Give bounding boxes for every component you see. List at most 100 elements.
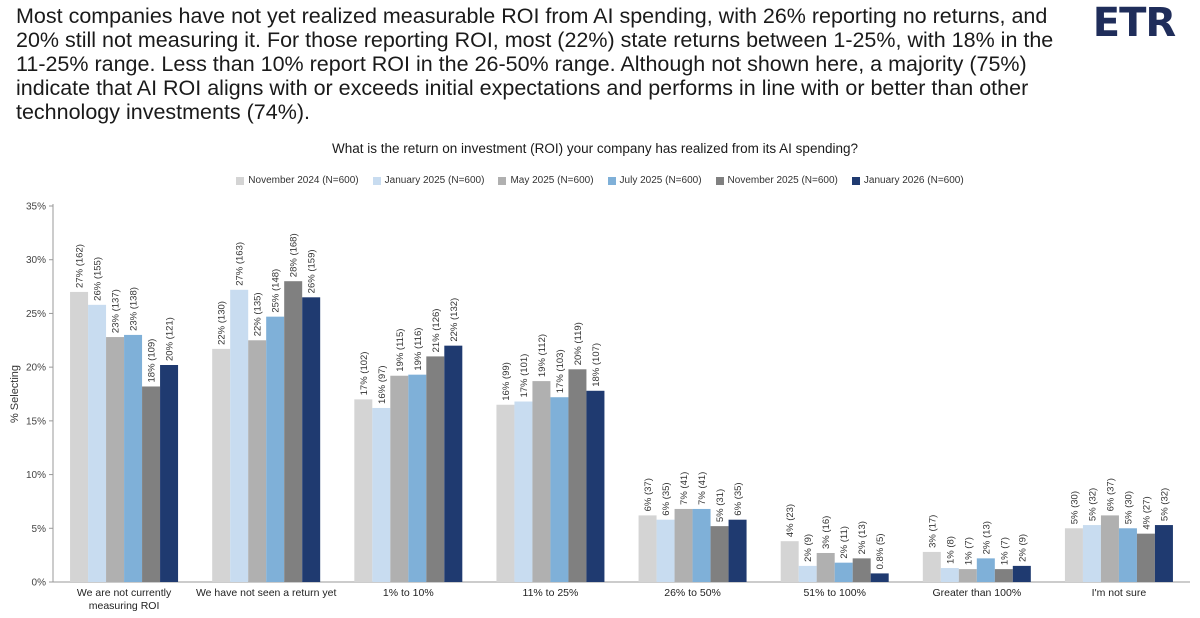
- bar-data-label: 27% (163): [235, 242, 246, 286]
- bar-data-label: 4% (23): [785, 504, 796, 537]
- legend-label: January 2025 (N=600): [384, 175, 485, 186]
- bar-data-label: 1% (7): [963, 537, 974, 565]
- bar: [160, 364, 179, 582]
- x-category-label: 26% to 50%: [664, 587, 721, 599]
- y-tick-label: 30%: [26, 255, 46, 266]
- bar-data-label: 6% (37): [643, 478, 654, 511]
- bar-data-label: 0.8% (5): [875, 533, 886, 569]
- bar-data-label: 19% (116): [413, 328, 424, 371]
- bar: [816, 552, 835, 582]
- y-tick-label: 10%: [26, 470, 46, 481]
- bar: [230, 289, 249, 582]
- bar: [284, 281, 303, 582]
- bar-data-label: 1% (8): [945, 536, 956, 564]
- bar-data-label: 17% (101): [519, 354, 530, 398]
- bar: [1012, 565, 1031, 582]
- bar-data-label: 20% (121): [165, 317, 176, 361]
- bar-data-label: 22% (132): [449, 298, 460, 342]
- bar: [426, 356, 445, 582]
- legend-label: November 2024 (N=600): [248, 175, 359, 186]
- bar-data-label: 2% (13): [857, 521, 868, 554]
- bar-data-label: 3% (17): [927, 515, 938, 548]
- x-category-label: We are not currently: [77, 587, 172, 599]
- bar: [958, 569, 977, 582]
- bar: [994, 569, 1013, 582]
- headline-text: Most companies have not yet realized mea…: [16, 4, 1054, 124]
- legend-label: November 2025 (N=600): [727, 175, 838, 186]
- bar: [1100, 515, 1119, 582]
- bar-data-label: 25% (148): [271, 269, 282, 313]
- x-category-label: measuring ROI: [89, 600, 160, 612]
- bar-data-label: 6% (35): [661, 482, 672, 515]
- bar-data-label: 2% (9): [1017, 534, 1028, 562]
- y-tick-label: 35%: [26, 202, 46, 213]
- bar: [674, 508, 693, 582]
- bar: [142, 386, 161, 582]
- bar: [922, 551, 941, 582]
- legend-swatch: [715, 176, 724, 185]
- bar: [940, 568, 959, 582]
- legend-item: January 2025 (N=600): [372, 175, 485, 186]
- legend-label: January 2026 (N=600): [863, 175, 964, 186]
- bar-data-label: 22% (130): [217, 301, 228, 345]
- bar: [372, 407, 391, 582]
- bar-data-label: 19% (112): [537, 334, 548, 377]
- bar: [1136, 533, 1155, 582]
- legend-swatch: [851, 176, 860, 185]
- bar-data-label: 1% (7): [999, 537, 1010, 565]
- bar: [124, 334, 143, 582]
- bar-data-label: 6% (37): [1105, 478, 1116, 511]
- bar-data-label: 23% (138): [129, 287, 140, 331]
- y-tick-label: 0%: [32, 578, 47, 589]
- y-tick-label: 15%: [26, 416, 46, 427]
- bar-data-label: 20% (119): [573, 322, 584, 365]
- bar: [656, 519, 675, 582]
- bar-data-label: 17% (102): [359, 352, 370, 396]
- legend-item: July 2025 (N=600): [607, 175, 702, 186]
- bar-data-label: 16% (99): [501, 362, 512, 401]
- bar: [70, 291, 89, 582]
- bar-data-label: 5% (30): [1069, 491, 1080, 524]
- bar-data-label: 4% (27): [1141, 496, 1152, 529]
- legend-item: May 2025 (N=600): [498, 175, 594, 186]
- bar-data-label: 18% (107): [591, 343, 602, 387]
- bar: [354, 399, 373, 582]
- bar-data-label: 3% (16): [821, 516, 832, 549]
- bar: [1064, 528, 1083, 582]
- bar: [870, 573, 889, 582]
- bar-data-label: 2% (9): [803, 534, 814, 562]
- bar: [88, 304, 107, 582]
- legend-swatch: [372, 176, 381, 185]
- y-tick-label: 5%: [32, 524, 47, 535]
- bar-data-label: 7% (41): [697, 472, 708, 505]
- x-category-label: 1% to 10%: [383, 587, 434, 599]
- bar-data-label: 22% (135): [253, 292, 264, 336]
- x-category-label: We have not seen a return yet: [196, 587, 337, 599]
- legend-item: November 2024 (N=600): [236, 175, 359, 186]
- bar-data-label: 5% (30): [1123, 491, 1134, 524]
- bar: [444, 345, 463, 582]
- bar-data-label: 21% (126): [431, 309, 442, 353]
- bar: [532, 381, 551, 582]
- legend-item: November 2025 (N=600): [715, 175, 838, 186]
- bar: [568, 369, 587, 582]
- bar: [514, 401, 533, 582]
- bar-data-label: 7% (41): [679, 472, 690, 505]
- bar-data-label: 17% (103): [555, 349, 566, 393]
- x-category-label: Greater than 100%: [932, 587, 1021, 599]
- y-tick-label: 20%: [26, 363, 46, 374]
- bar: [496, 404, 515, 582]
- y-tick-label: 25%: [26, 309, 46, 320]
- bar: [834, 562, 853, 582]
- bar: [586, 390, 605, 582]
- etr-logo: ETR: [1092, 0, 1176, 46]
- bar: [976, 558, 995, 582]
- bar: [106, 337, 125, 582]
- legend-swatch: [498, 176, 507, 185]
- legend-swatch: [607, 176, 616, 185]
- bar: [798, 565, 817, 582]
- bar: [852, 558, 871, 582]
- bar: [248, 340, 267, 582]
- bar: [212, 348, 231, 582]
- x-category-label: 51% to 100%: [803, 587, 865, 599]
